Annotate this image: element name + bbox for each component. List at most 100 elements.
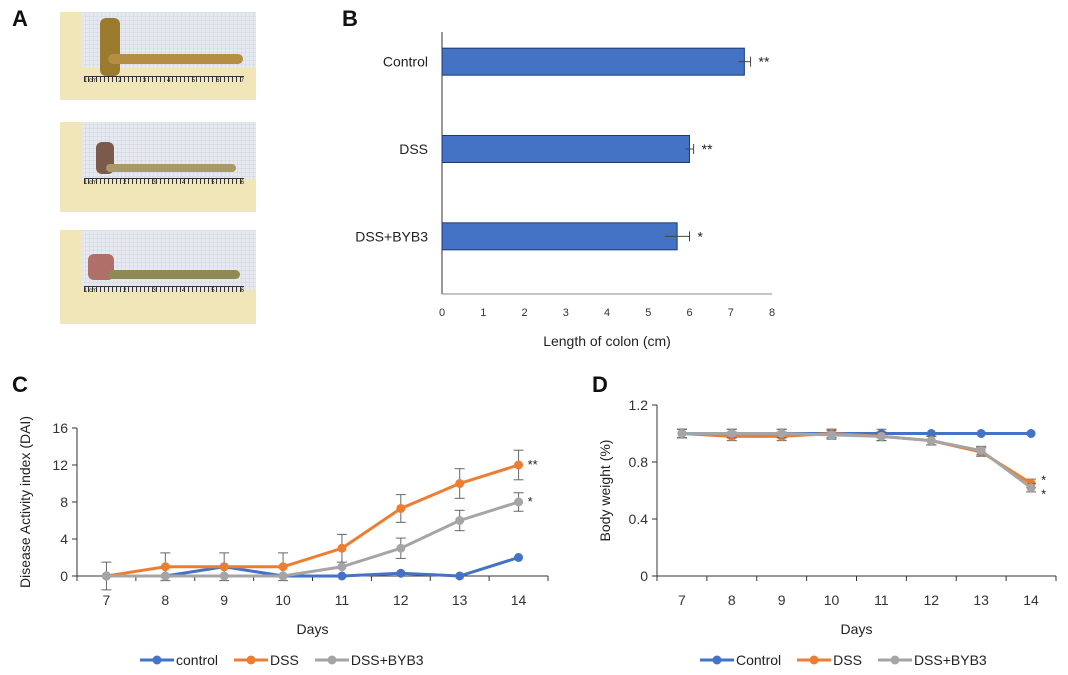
data-point (976, 429, 986, 438)
x-tick-label: 12 (924, 592, 940, 608)
category-label: DSS+BYB3 (355, 228, 428, 244)
data-point (677, 429, 687, 438)
ruler-label: 5 (191, 78, 195, 84)
bar (441, 47, 745, 76)
legend-label: Control (736, 652, 782, 668)
data-point (827, 430, 837, 440)
y-tick-label: 0 (640, 568, 648, 584)
y-tick-label: 8 (60, 494, 68, 510)
data-point (278, 571, 288, 581)
category-label: DSS (399, 141, 428, 157)
ruler-label: 2 (118, 78, 122, 84)
x-tick-label: 13 (973, 592, 989, 608)
x-tick-label: 7 (678, 592, 686, 608)
x-tick-label: 11 (874, 592, 889, 608)
x-tick-label: 13 (452, 592, 468, 608)
y-tick-label: 12 (52, 457, 68, 473)
ruler-label: 3 (152, 180, 156, 186)
dai-line-chart: 0 4 8 12 16 7 8 9 10 11 12 13 14 Days Disease Activity… (17, 416, 549, 637)
x-tick-label: 6 (686, 307, 692, 319)
y-tick-label: 0 (60, 568, 68, 584)
bar (441, 222, 678, 251)
x-tick-label: 2 (521, 307, 527, 319)
legend-label: DSS (270, 652, 299, 668)
significance-label: ** (702, 141, 713, 157)
legend-label: DSS+BYB3 (350, 652, 424, 668)
data-point (777, 429, 787, 438)
series-line (681, 432, 1032, 489)
data-point (976, 446, 986, 456)
significance-label: * (1041, 472, 1046, 487)
y-tick-label: 16 (52, 420, 68, 436)
series-line (106, 463, 520, 578)
ruler-label: 6 (240, 288, 244, 294)
data-point (160, 562, 170, 572)
ruler-label: 3 (152, 288, 156, 294)
data-point (727, 429, 737, 438)
legend-swatch (314, 655, 349, 665)
x-tick-label: 7 (103, 592, 111, 608)
x-tick-label: 8 (161, 592, 169, 608)
colon-length-chart: 0 1 2 3 4 5 6 7 8 Length of colon (cm) Control ** DS… (355, 32, 775, 349)
x-tick-label: 8 (728, 592, 736, 608)
data-point (926, 429, 936, 438)
data-point (876, 431, 886, 441)
data-point (101, 571, 111, 581)
x-axis-label: Days (841, 621, 873, 637)
ruler-label: 4 (181, 288, 186, 294)
ruler-label: 6 (216, 78, 220, 84)
x-tick-label: 11 (335, 592, 350, 608)
data-point (396, 568, 406, 578)
legend-swatch (700, 655, 734, 665)
x-tick-label: 10 (824, 592, 840, 608)
x-tick-label: 0 (439, 307, 445, 319)
y-tick-label: 4 (60, 531, 68, 547)
x-tick-label: 8 (769, 307, 775, 319)
data-point (219, 571, 229, 581)
panel-label-b: B (342, 6, 358, 31)
x-tick-label: 14 (1023, 592, 1039, 608)
series-line (106, 556, 520, 578)
data-point (455, 479, 465, 488)
body-weight-line-chart: 0 0.4 0.8 1.2 7 8 9 10 11 12 13 14 Days Body weight (… (597, 397, 1057, 637)
series-line (106, 500, 520, 578)
data-point (160, 571, 170, 581)
data-point (514, 460, 524, 470)
ruler-label: 5 (211, 180, 215, 186)
data-point (337, 543, 347, 553)
y-tick-label: 0.4 (629, 511, 649, 527)
data-point (514, 497, 524, 507)
x-axis-label: Length of colon (cm) (543, 333, 671, 349)
significance-label: * (528, 494, 533, 509)
colon-photo-dss-byb3: 1 cm 2 3 4 5 6 (60, 230, 256, 324)
significance-label: ** (759, 54, 770, 70)
x-tick-label: 14 (511, 592, 527, 608)
data-point (926, 436, 936, 446)
legend-item: DSS (234, 652, 299, 668)
data-point (514, 553, 524, 562)
data-point (396, 503, 406, 513)
y-axis-label: Disease Activity index (DAI) (17, 416, 33, 588)
data-point (455, 516, 465, 525)
ruler-label: 2 (123, 288, 127, 294)
ruler-label: 5 (211, 288, 215, 294)
x-tick-label: 1 (480, 307, 486, 319)
panel-label-d: D (592, 372, 608, 397)
bar (441, 135, 690, 163)
ruler-label: 1 cm (84, 288, 98, 294)
x-tick-label: 5 (645, 307, 651, 319)
x-tick-label: 4 (604, 307, 610, 319)
y-tick-label: 0.8 (629, 454, 649, 470)
legend-item: Control (700, 652, 781, 668)
y-axis-label: Body weight (%) (597, 440, 613, 542)
data-point (219, 562, 229, 572)
legend-label: control (176, 652, 219, 668)
data-point (396, 543, 406, 553)
legend-label: DSS (833, 652, 862, 668)
ruler-label: 1 cm (84, 180, 98, 186)
x-tick-label: 9 (778, 592, 786, 608)
ruler-label: 4 (181, 180, 186, 186)
legend-body-weight: Control DSS DSS+BYB3 (700, 652, 997, 668)
ruler-label: 6 (240, 180, 244, 186)
data-point (1026, 483, 1036, 493)
